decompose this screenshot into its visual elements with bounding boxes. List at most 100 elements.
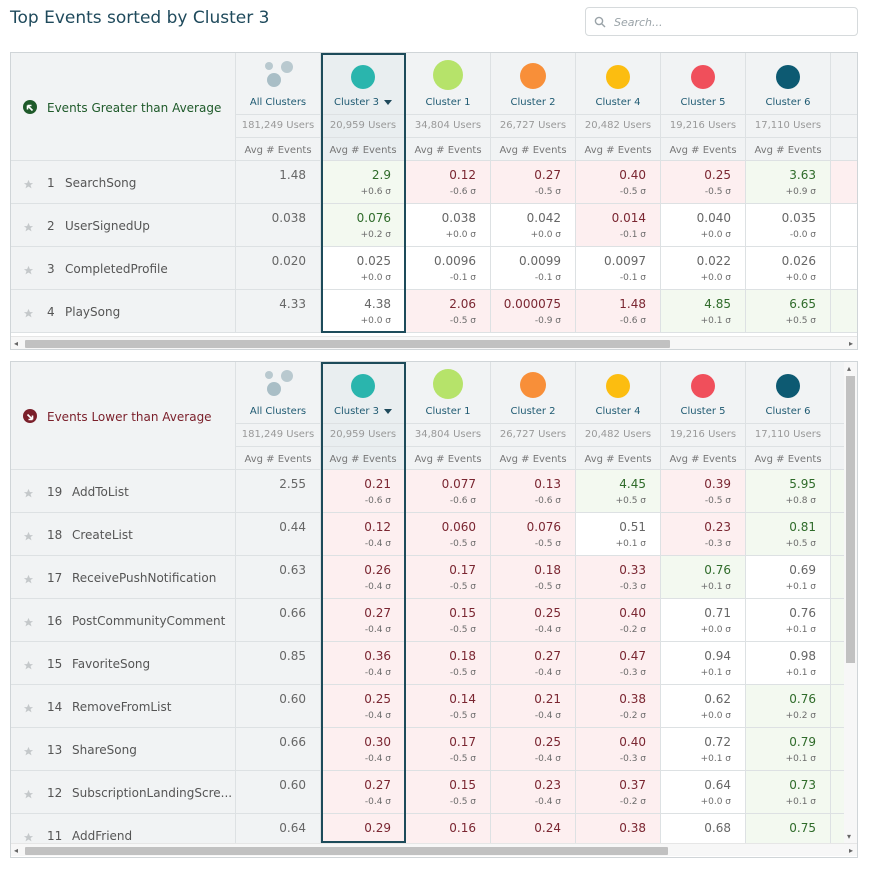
star-icon[interactable] [23, 218, 34, 237]
event-name[interactable]: FavoriteSong [72, 657, 151, 671]
event-name[interactable]: AddToList [72, 485, 129, 499]
event-name[interactable]: PlaySong [65, 305, 121, 319]
scroll-right-icon[interactable]: ▸ [848, 846, 853, 855]
event-label-cell[interactable]: 3 CompletedProfile [11, 247, 236, 290]
table-row[interactable]: 2 UserSignedUp 0.038 0.076 +0.2 σ 0.038 +0.0 σ… [11, 204, 857, 247]
user-count: 17,110 Users [754, 429, 822, 440]
table-row[interactable]: 11 AddFriend 0.64 0.29 0.16 0.24 0.38 0.68 0.75 [11, 814, 844, 843]
scroll-thumb[interactable] [846, 376, 855, 663]
star-icon[interactable] [23, 613, 34, 632]
horizontal-scrollbar[interactable]: ◂ ▸ [11, 336, 857, 349]
column-header-cluster[interactable]: Cluster 5 19,216 Users Avg # Events [661, 53, 746, 161]
star-icon[interactable] [23, 742, 34, 761]
table-row[interactable]: 4 PlaySong 4.33 4.38 +0.0 σ 2.06 -0.5 σ 0.00007… [11, 290, 857, 333]
column-header-all-clusters[interactable]: All Clusters 181,249 Users Avg # Events [236, 53, 321, 161]
table-row[interactable]: 3 CompletedProfile 0.020 0.025 +0.0 σ 0.0096 -… [11, 247, 857, 290]
table-row[interactable]: 13 ShareSong 0.66 0.30 -0.4 σ 0.17 -0.5 σ 0.25 -… [11, 728, 844, 771]
event-label-cell[interactable]: 17 ReceivePushNotification [11, 556, 236, 599]
horizontal-scrollbar[interactable]: ◂ ▸ [11, 843, 857, 856]
column-header-cluster[interactable]: Cluster 4 20,482 Users Avg # Events [576, 53, 661, 161]
column-header-cluster[interactable]: Cluster 4 20,482 Users Avg # Events [576, 362, 661, 470]
event-label-cell[interactable]: 1 SearchSong [11, 161, 236, 204]
column-header-cluster[interactable]: C 15, Avg [831, 362, 844, 470]
column-header-cluster[interactable]: Cluster 2 26,727 Users Avg # Events [491, 362, 576, 470]
chevron-down-icon[interactable] [384, 99, 393, 105]
event-label-cell[interactable]: 16 PostCommunityComment [11, 599, 236, 642]
column-header-cluster[interactable]: Cluster 2 26,727 Users Avg # Events [491, 53, 576, 161]
event-name[interactable]: ReceivePushNotification [72, 571, 217, 585]
event-label-cell[interactable]: 11 AddFriend [11, 814, 236, 843]
event-label-cell[interactable]: 15 FavoriteSong [11, 642, 236, 685]
cluster-value-cell: 2.06 -0.5 σ [406, 290, 491, 333]
star-icon[interactable] [23, 175, 34, 194]
cluster-name-text: All Clusters [249, 97, 307, 108]
metric-label: Avg # Events [746, 137, 830, 161]
cluster-value-cell: 0.060 -0.5 σ [406, 513, 491, 556]
avg-value: 0.64 [704, 778, 731, 792]
event-name[interactable]: PostCommunityComment [72, 614, 226, 628]
scroll-left-icon[interactable]: ◂ [14, 339, 19, 348]
scroll-up-icon[interactable]: ▴ [847, 364, 852, 373]
star-icon[interactable] [23, 699, 34, 718]
scroll-right-icon[interactable]: ▸ [848, 339, 853, 348]
star-icon[interactable] [23, 656, 34, 675]
star-icon[interactable] [23, 484, 34, 503]
event-label-cell[interactable]: 13 ShareSong [11, 728, 236, 771]
cluster-color-dot [691, 65, 715, 89]
table-row[interactable]: 1 SearchSong 1.48 2.9 +0.6 σ 0.12 -0.6 σ 0.27 -0… [11, 161, 857, 204]
column-header-cluster[interactable]: Cluster 1 34,804 Users Avg # Events [406, 362, 491, 470]
scroll-left-icon[interactable]: ◂ [14, 846, 19, 855]
column-header-cluster[interactable]: Cluster 1 34,804 Users Avg # Events [406, 53, 491, 161]
table-row[interactable]: 19 AddToList 2.55 0.21 -0.6 σ 0.077 -0.6 σ 0.13… [11, 470, 844, 513]
event-name[interactable]: ShareSong [72, 743, 137, 757]
table-row[interactable]: 14 RemoveFromList 0.60 0.25 -0.4 σ 0.14 -0.5 σ… [11, 685, 844, 728]
event-name[interactable]: UserSignedUp [65, 219, 150, 233]
cluster-value-cell: 0.076 -0.5 σ [491, 513, 576, 556]
sigma-value: -0.3 σ [619, 582, 646, 592]
star-icon[interactable] [23, 304, 34, 323]
scroll-down-icon[interactable]: ▾ [847, 832, 852, 841]
event-name[interactable]: AddFriend [72, 829, 133, 843]
vertical-scrollbar[interactable]: ▴ ▾ [844, 362, 857, 843]
avg-value: 0.18 [449, 649, 476, 663]
table-row[interactable]: 16 PostCommunityComment 0.66 0.27 -0.4 σ 0.15… [11, 599, 844, 642]
search-input[interactable] [614, 13, 849, 31]
event-label-cell[interactable]: 18 CreateList [11, 513, 236, 556]
column-header-cluster[interactable]: Cluster 3 20,959 Users Avg # Events [321, 362, 406, 470]
star-icon[interactable] [23, 570, 34, 589]
scroll-thumb[interactable] [25, 847, 668, 855]
avg-value: 0.17 [449, 735, 476, 749]
event-name[interactable]: CompletedProfile [65, 262, 168, 276]
table-row[interactable]: 15 FavoriteSong 0.85 0.36 -0.4 σ 0.18 -0.5 σ 0.… [11, 642, 844, 685]
event-label-cell[interactable]: 2 UserSignedUp [11, 204, 236, 247]
star-icon[interactable] [23, 527, 34, 546]
avg-value: 0.014 [611, 211, 646, 225]
event-label-cell[interactable]: 12 SubscriptionLandingScre... [11, 771, 236, 814]
event-label-cell[interactable]: 4 PlaySong [11, 290, 236, 333]
scroll-thumb[interactable] [25, 340, 670, 348]
column-header-cluster[interactable]: Cluster 6 17,110 Users Avg # Events [746, 362, 831, 470]
search-box[interactable] [585, 7, 858, 36]
event-label-cell[interactable]: 19 AddToList [11, 470, 236, 513]
table-row[interactable]: 18 CreateList 0.44 0.12 -0.4 σ 0.060 -0.5 σ 0.0… [11, 513, 844, 556]
event-name[interactable]: SearchSong [65, 176, 137, 190]
star-icon[interactable] [23, 785, 34, 804]
event-label-cell[interactable]: 14 RemoveFromList [11, 685, 236, 728]
column-header-cluster[interactable]: Cluster 6 17,110 Users Avg # Events [746, 53, 831, 161]
cluster-value-cell: 0.40 -0.3 σ [576, 728, 661, 771]
event-name[interactable]: RemoveFromList [72, 700, 172, 714]
star-icon[interactable] [23, 828, 34, 843]
column-header-all-clusters[interactable]: All Clusters 181,249 Users Avg # Events [236, 362, 321, 470]
table-row[interactable]: 12 SubscriptionLandingScre... 0.60 0.27 -0.4… [11, 771, 844, 814]
column-header-cluster[interactable]: Cluster 5 19,216 Users Avg # Events [661, 362, 746, 470]
column-header-cluster[interactable]: Cluster 3 20,959 Users Avg # Events [321, 53, 406, 161]
avg-value: 0.0097 [604, 254, 646, 268]
cluster-name: Cluster 5 [661, 97, 745, 108]
event-name[interactable]: CreateList [72, 528, 133, 542]
star-icon[interactable] [23, 261, 34, 280]
event-name[interactable]: SubscriptionLandingScre... [72, 786, 233, 800]
cluster-value-cell: 0.035 -0.0 σ [746, 204, 831, 247]
column-header-cluster[interactable]: C 15, Avg [831, 53, 857, 161]
chevron-down-icon[interactable] [384, 408, 393, 414]
